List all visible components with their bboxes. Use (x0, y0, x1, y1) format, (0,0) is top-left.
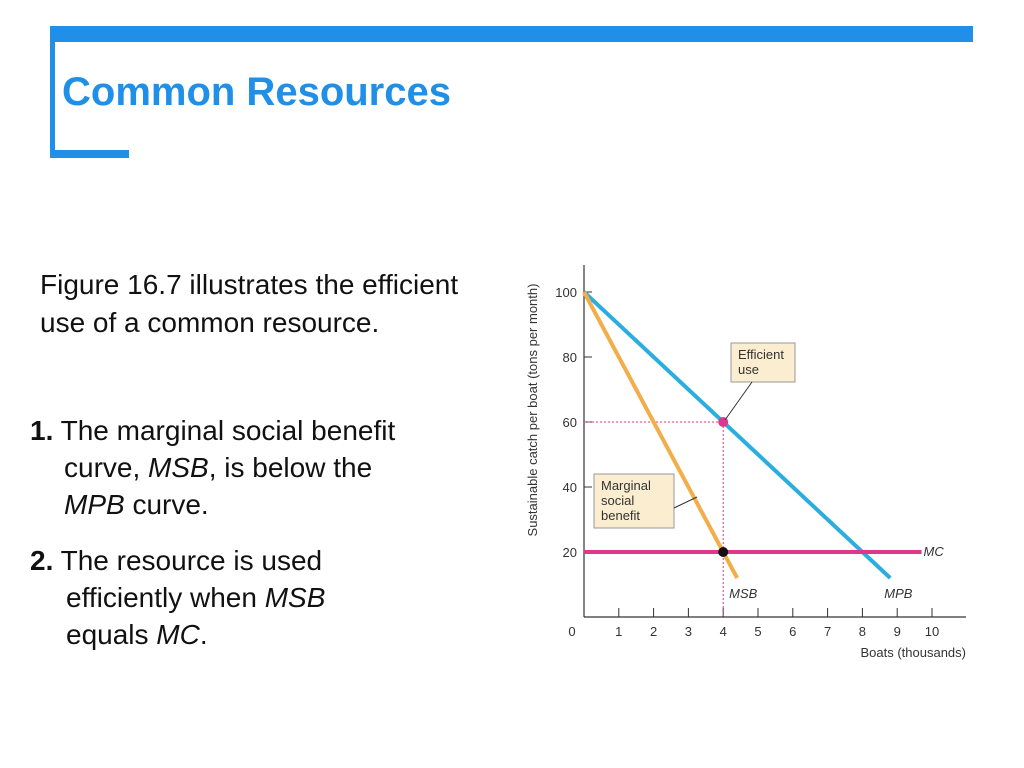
y-tick-label: 100 (555, 285, 577, 300)
point-2-em-1: MSB (264, 582, 326, 613)
msb-note-leader (673, 496, 698, 509)
y-tick-label: 20 (563, 545, 577, 560)
point-2-text-c: equals (66, 619, 157, 650)
point-1-em-1: MSB (148, 452, 209, 483)
msb-note-line: Marginal (601, 478, 651, 493)
mc-label: MC (924, 544, 945, 559)
point-2: 2. The resource is used efficiently when… (30, 542, 430, 653)
point-1-text-a: The marginal social benefit (53, 415, 396, 446)
x-tick-label: 10 (925, 624, 939, 639)
slide-title: Common Resources (62, 70, 451, 114)
point-2-text-a: The resource is used (53, 545, 323, 576)
y-axis-title: Sustainable catch per boat (tons per mon… (525, 284, 540, 537)
msb-mc-point (718, 547, 729, 557)
header-bar-top (50, 26, 973, 42)
efficient-use-note-box (730, 342, 796, 383)
efficient-use-leader (724, 381, 753, 421)
point-1-text-c: , is below the (208, 452, 373, 483)
point-1-row-2: curve, MSB, is below the (30, 449, 490, 486)
x-tick-label: 5 (754, 624, 761, 639)
point-1: 1. The marginal social benefit curve, MS… (30, 412, 490, 523)
point-2-text-b: efficiently when (66, 582, 265, 613)
point-1-number: 1. (30, 415, 54, 446)
x-tick-label: 9 (894, 624, 901, 639)
point-1-row-3: MPB curve. (30, 486, 490, 523)
msb-note-line: social (601, 493, 634, 508)
efficient-use-note-line: use (738, 362, 759, 377)
x-tick-label: 7 (824, 624, 831, 639)
x-tick-label: 6 (789, 624, 796, 639)
point-2-number: 2. (30, 545, 54, 576)
x-tick-label: 1 (615, 624, 622, 639)
efficient-use-note-line: Efficient (738, 347, 784, 362)
x-tick-label: 4 (720, 624, 727, 639)
x-tick-label: 3 (685, 624, 692, 639)
mpb-label: MPB (884, 586, 913, 601)
header-bar-bottom (50, 150, 129, 158)
x-axis-title: Boats (thousands) (860, 645, 966, 660)
y-tick-label: 60 (563, 415, 577, 430)
y-tick-label: 40 (563, 480, 577, 495)
x-tick-label: 8 (859, 624, 866, 639)
origin-label: 0 (568, 624, 575, 639)
point-2-em-2: MC (156, 619, 200, 650)
point-1-text-d: curve. (124, 489, 209, 520)
x-tick-label: 2 (650, 624, 657, 639)
msb-curve (582, 291, 739, 579)
msb-note-line: benefit (601, 508, 640, 523)
msb-label: MSB (729, 586, 758, 601)
mpb-curve (582, 290, 892, 580)
point-1-text-b: curve, (64, 452, 149, 483)
efficient-point (718, 417, 729, 427)
header-bar-left (50, 26, 55, 158)
msb-note-box (593, 473, 675, 529)
point-2-text-d: . (199, 619, 208, 650)
y-tick-label: 80 (563, 350, 577, 365)
point-2-row-2: efficiently when MSB (30, 579, 430, 616)
intro-text: Figure 16.7 illustrates the efficient us… (40, 269, 459, 338)
point-1-em-2: MPB (64, 489, 125, 520)
point-2-row-3: equals MC. (30, 616, 430, 653)
